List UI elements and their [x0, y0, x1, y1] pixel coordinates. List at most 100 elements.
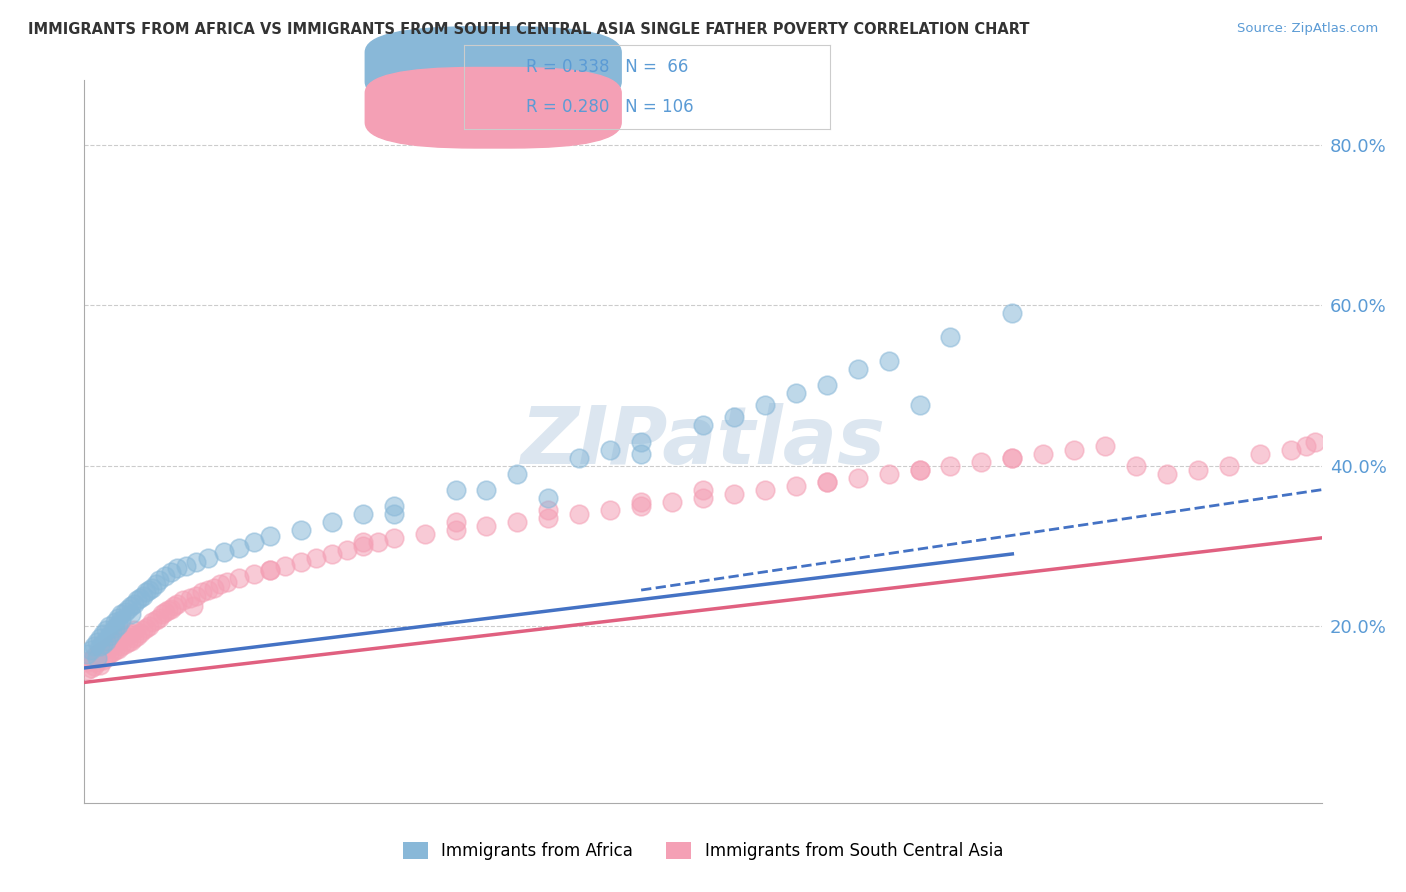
Point: [86, 651, 108, 665]
Point: [107, 633, 129, 648]
Point: [91, 653, 114, 667]
Point: [630, 434, 652, 449]
Point: [89, 657, 111, 672]
Point: [83, 659, 105, 673]
Point: [184, 555, 207, 569]
Point: [89, 639, 111, 653]
Point: [104, 621, 127, 635]
Point: [630, 499, 652, 513]
Point: [537, 502, 560, 516]
Point: [138, 583, 160, 598]
Point: [135, 621, 157, 635]
Point: [352, 539, 374, 553]
Point: [110, 607, 132, 621]
Text: Source: ZipAtlas.com: Source: ZipAtlas.com: [1237, 22, 1378, 36]
Point: [125, 593, 148, 607]
Point: [475, 518, 498, 533]
Point: [120, 599, 142, 614]
Point: [86, 655, 108, 669]
Point: [114, 637, 136, 651]
Point: [129, 625, 152, 640]
Point: [1032, 446, 1054, 460]
Point: [846, 470, 869, 484]
Point: [160, 565, 183, 579]
Point: [145, 613, 167, 627]
Point: [209, 577, 232, 591]
Point: [382, 507, 405, 521]
Point: [785, 386, 807, 401]
Point: [321, 547, 343, 561]
Point: [122, 597, 145, 611]
Point: [153, 605, 176, 619]
Text: ZIPatlas: ZIPatlas: [520, 402, 886, 481]
Point: [114, 605, 136, 619]
Point: [98, 639, 121, 653]
Point: [104, 643, 127, 657]
Point: [148, 573, 170, 587]
Point: [89, 645, 111, 659]
Point: [176, 558, 198, 573]
Point: [79, 661, 101, 675]
Point: [215, 574, 238, 589]
Point: [91, 627, 114, 641]
Point: [908, 462, 931, 476]
Point: [1063, 442, 1085, 457]
Point: [336, 542, 359, 557]
Point: [197, 551, 219, 566]
Point: [141, 615, 163, 630]
Point: [94, 649, 117, 664]
Point: [243, 567, 266, 582]
Point: [110, 632, 132, 646]
Point: [692, 418, 714, 433]
Point: [184, 589, 207, 603]
Legend: Immigrants from Africa, Immigrants from South Central Asia: Immigrants from Africa, Immigrants from …: [396, 835, 1010, 867]
Point: [150, 607, 173, 621]
Point: [537, 510, 560, 524]
Point: [163, 599, 186, 614]
Point: [104, 615, 127, 630]
Point: [166, 597, 188, 611]
Point: [259, 529, 281, 543]
Point: [79, 643, 101, 657]
Point: [259, 563, 281, 577]
Text: R = 0.338   N =  66: R = 0.338 N = 66: [526, 58, 689, 76]
Point: [568, 450, 591, 465]
Point: [939, 458, 962, 473]
Point: [86, 648, 108, 662]
Point: [815, 378, 838, 392]
Point: [191, 585, 214, 599]
Point: [179, 591, 201, 606]
Point: [305, 551, 328, 566]
Point: [537, 491, 560, 505]
Point: [101, 637, 124, 651]
Point: [86, 635, 108, 649]
Point: [228, 541, 250, 555]
Point: [352, 507, 374, 521]
Point: [475, 483, 498, 497]
Point: [970, 454, 993, 469]
Point: [274, 558, 297, 573]
Point: [599, 502, 621, 516]
Point: [202, 581, 225, 595]
Point: [98, 648, 121, 662]
Point: [122, 623, 145, 637]
Point: [125, 629, 148, 643]
Point: [76, 648, 98, 662]
Point: [352, 534, 374, 549]
Point: [754, 483, 776, 497]
Point: [908, 398, 931, 412]
Point: [181, 599, 204, 614]
Point: [1249, 446, 1271, 460]
Point: [259, 563, 281, 577]
Point: [1001, 450, 1024, 465]
Point: [117, 601, 139, 615]
Point: [120, 633, 142, 648]
Point: [846, 362, 869, 376]
Point: [908, 462, 931, 476]
Point: [754, 398, 776, 412]
Point: [166, 561, 188, 575]
Point: [145, 577, 167, 591]
Point: [153, 569, 176, 583]
Point: [367, 534, 389, 549]
Point: [107, 617, 129, 632]
